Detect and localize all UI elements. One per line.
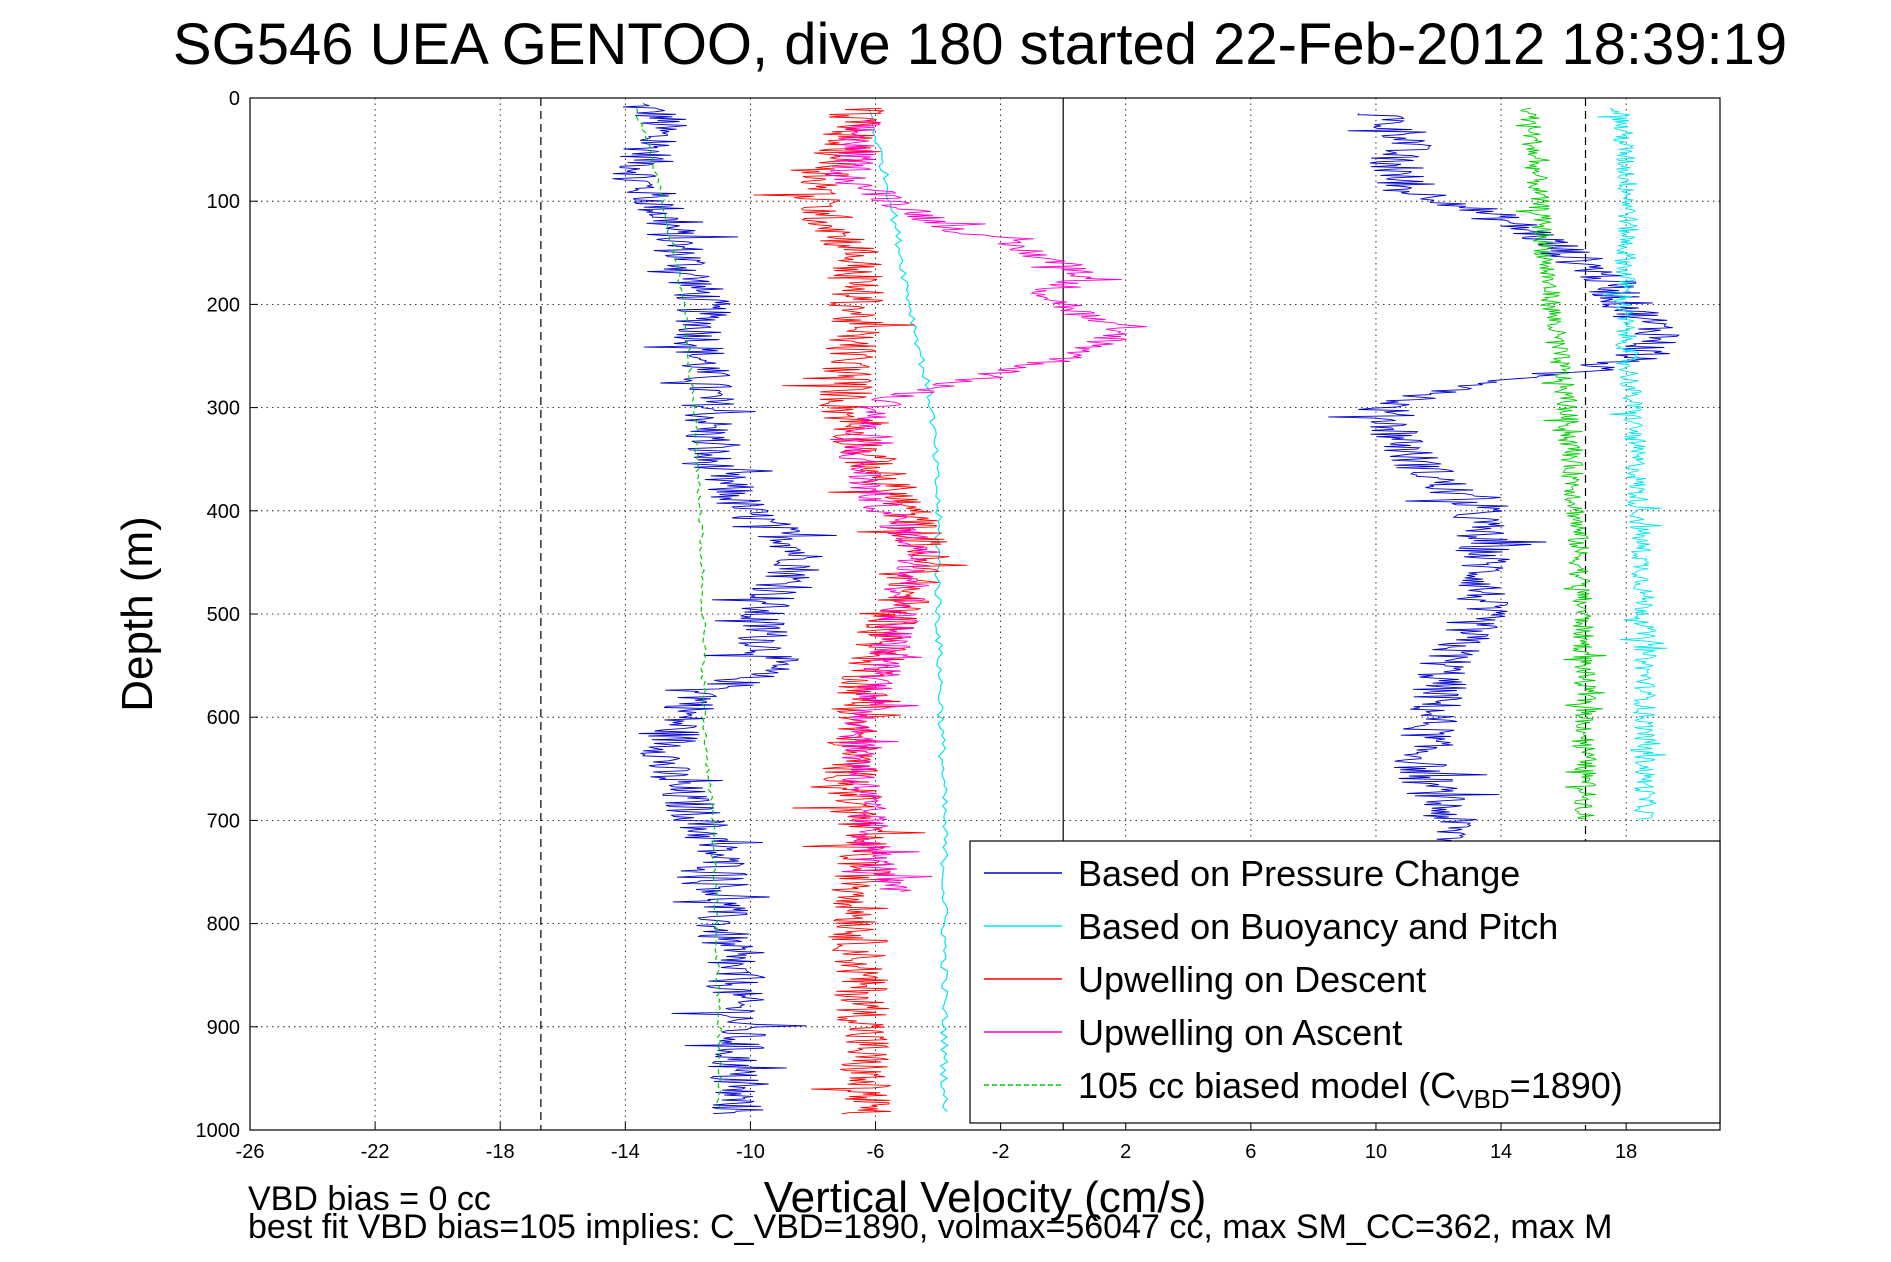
- x-tick-labels: -26 -22 -18 -14 -10 -6 -2 2 6 10 14 18: [236, 1122, 1637, 1163]
- vbd-bias-note: VBD bias = 0 cc: [248, 1180, 491, 1218]
- x-tick-label: 14: [1490, 1141, 1512, 1163]
- y-tick-label: 1000: [196, 1120, 241, 1142]
- legend: Based on Pressure Change Based on Buoyanc…: [969, 840, 1721, 1124]
- x-tick-label: -22: [361, 1141, 390, 1163]
- series-line: [1597, 107, 1668, 820]
- y-tick-label: 100: [207, 191, 240, 213]
- series-line: [824, 118, 1148, 892]
- x-tick-label: 18: [1615, 1141, 1637, 1163]
- legend-label: Based on Pressure Change: [1078, 853, 1520, 894]
- y-tick-label: 600: [207, 707, 240, 729]
- x-tick-label: -10: [736, 1141, 765, 1163]
- x-axis-label: Vertical Velocity (cm/s): [764, 1173, 1207, 1222]
- x-tick-label: 10: [1365, 1141, 1387, 1163]
- series-line: [635, 108, 723, 1112]
- series-line: [1515, 107, 1607, 820]
- legend-label: Upwelling on Descent: [1078, 959, 1426, 1000]
- y-axis-label: Depth (m): [113, 516, 162, 712]
- x-tick-label: -6: [867, 1141, 885, 1163]
- x-tick-label: 6: [1245, 1141, 1256, 1163]
- y-tick-labels: 0 100 200 300 400 500 600 700 800 900 1000: [196, 88, 258, 1142]
- x-tick-label: 2: [1120, 1141, 1131, 1163]
- x-tick-label: -14: [611, 1141, 640, 1163]
- legend-label: Upwelling on Ascent: [1078, 1012, 1402, 1053]
- legend-box: [969, 840, 1721, 1124]
- y-tick-label: 0: [229, 88, 240, 110]
- y-tick-label: 700: [207, 810, 240, 832]
- series-line: [867, 107, 949, 1112]
- legend-label: 105 cc biased model (CVBD=1890): [1078, 1065, 1623, 1114]
- y-tick-label: 500: [207, 604, 240, 626]
- chart-title: SG546 UEA GENTOO, dive 180 started 22-Fe…: [173, 12, 1787, 77]
- y-tick-label: 300: [207, 398, 240, 420]
- series-group: [612, 102, 1681, 1115]
- y-tick-label: 800: [207, 914, 240, 936]
- series-line: [753, 107, 968, 1115]
- x-tick-label: -26: [236, 1141, 265, 1163]
- series-line: [612, 102, 837, 1115]
- x-tick-label: -18: [486, 1141, 515, 1163]
- y-tick-label: 900: [207, 1017, 240, 1039]
- y-tick-label: 400: [207, 501, 240, 523]
- y-tick-label: 200: [207, 294, 240, 316]
- x-tick-label: -2: [992, 1141, 1010, 1163]
- legend-label: Based on Buoyancy and Pitch: [1078, 906, 1558, 947]
- best-fit-note: best fit VBD bias=105 implies: C_VBD=189…: [248, 1208, 1612, 1246]
